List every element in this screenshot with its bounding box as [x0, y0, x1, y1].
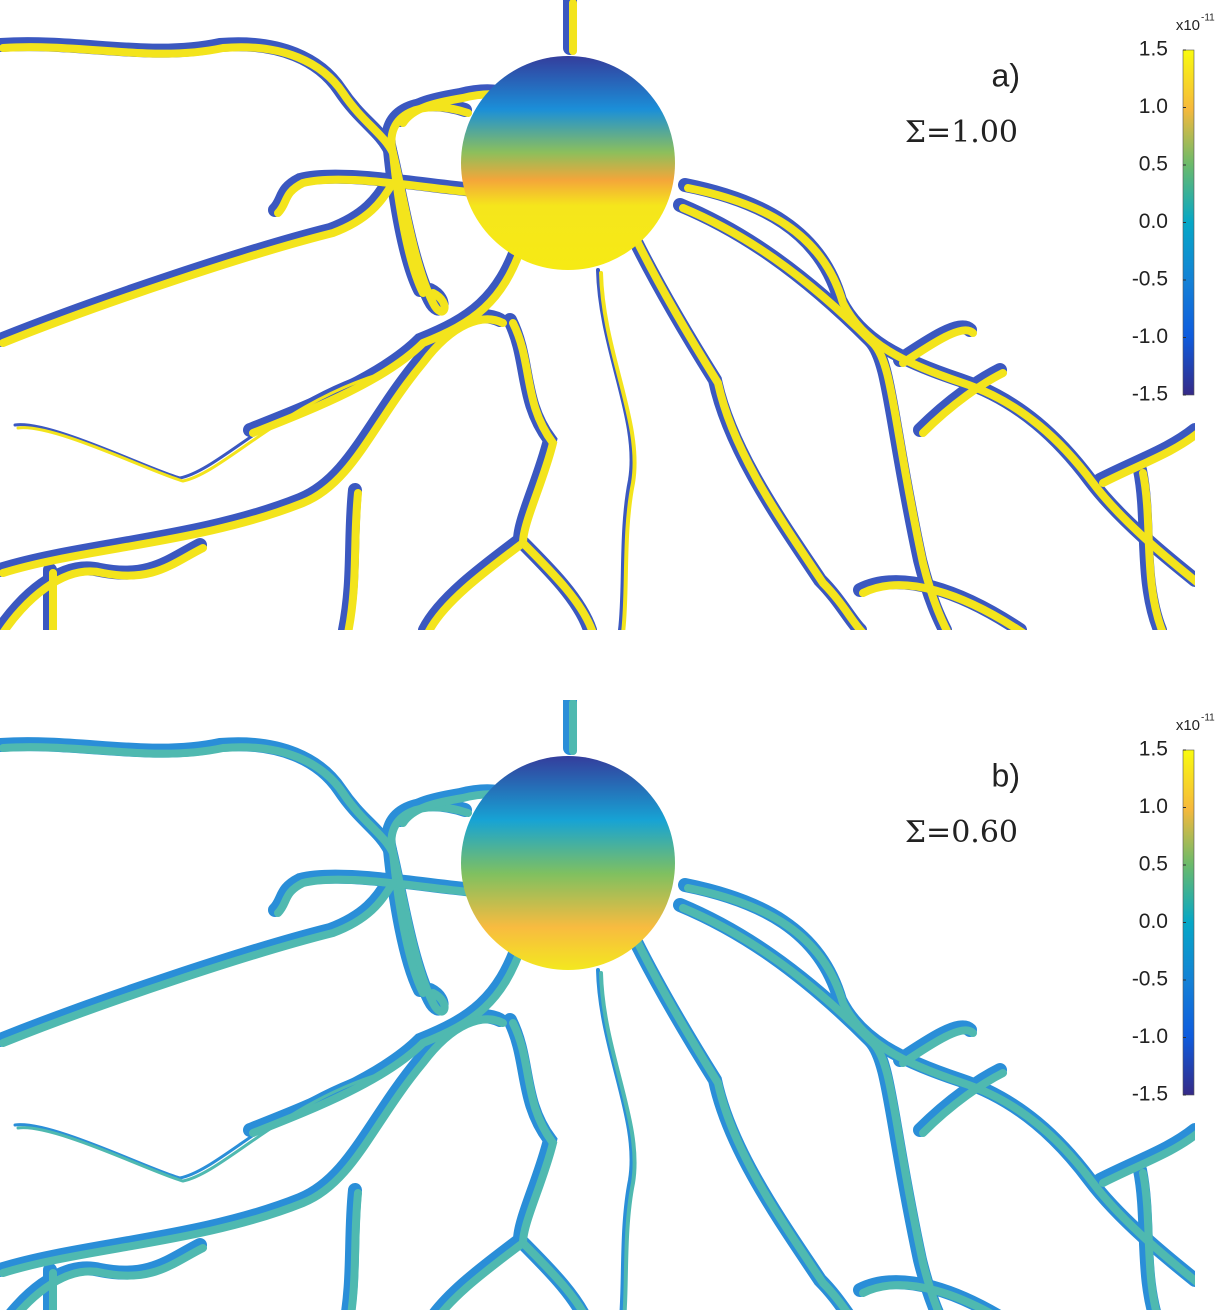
- panel-label: b): [992, 757, 1020, 793]
- panel: a) Σ=1.00 x10-11 1.5 1.0 0.5 0.0 -0.5 -1.0 -1.5: [905, 13, 1215, 406]
- panel-label: a): [992, 57, 1020, 93]
- colorbar-multiplier: x10: [1176, 17, 1200, 34]
- colorbar-tick-label: -1.5: [1132, 1083, 1168, 1106]
- colorbar-tick-label: 1.0: [1139, 795, 1168, 818]
- colorbar-tick-label: -1.0: [1132, 325, 1168, 348]
- sigma-label: Σ=1.00: [905, 115, 1018, 150]
- panel: b) Σ=0.60 x10-11 1.5 1.0 0.5 0.0 -0.5 -1.0 -1.5: [905, 713, 1215, 1106]
- colorbar-multiplier: x10: [1176, 717, 1200, 734]
- colorbar-tick-label: -0.5: [1132, 268, 1168, 291]
- colorbar-tick-label: 1.5: [1139, 38, 1168, 61]
- colorbar-tick-label: 1.0: [1139, 95, 1168, 118]
- colorbar-tick-label: 1.5: [1139, 738, 1168, 761]
- colorbar-tick-label: -0.5: [1132, 968, 1168, 991]
- colorbar-exponent: -11: [1201, 13, 1215, 24]
- colorbar-tick-label: 0.0: [1139, 910, 1168, 933]
- figure: a)Σ=1.00x10-111.51.00.50.0-0.5-1.0-1.5b)…: [0, 0, 1228, 1310]
- colorbar-tick-label: -1.5: [1132, 383, 1168, 406]
- colorbar-tick-label: 0.5: [1139, 153, 1168, 176]
- neuron-a: [0, 0, 1198, 633]
- colorbar-exponent: -11: [1201, 713, 1215, 724]
- sigma-label: Σ=0.60: [905, 815, 1018, 850]
- colorbar-tick-label: 0.5: [1139, 853, 1168, 876]
- colorbar-tick-label: -1.0: [1132, 1025, 1168, 1048]
- colorbar-tick-label: 0.0: [1139, 210, 1168, 233]
